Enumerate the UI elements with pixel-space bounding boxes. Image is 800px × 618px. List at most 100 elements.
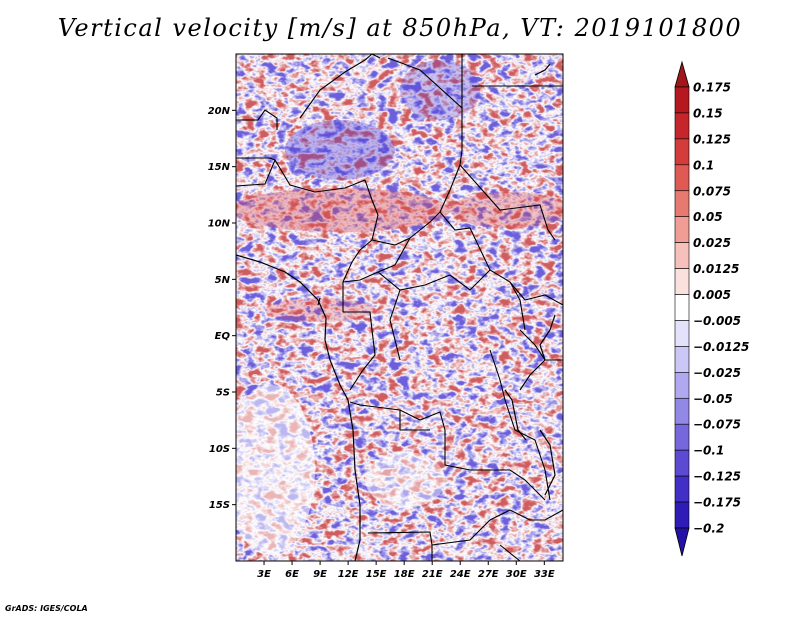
border-mali-burkina: [236, 157, 276, 161]
weak-area-south: [365, 452, 445, 508]
border-chad-sudan: [439, 164, 461, 213]
border-uganda-kenya: [519, 329, 563, 361]
border-libya-niger: [371, 54, 381, 59]
border-congo-gabon: [343, 311, 373, 331]
colorbar-label: 0.025: [693, 236, 731, 250]
coastline-lake-victoria: [519, 314, 556, 391]
colorbar-label: −0.1: [693, 444, 724, 458]
colorbar-band: [674, 501, 690, 529]
ascent-band-north: [236, 188, 450, 232]
map-panel: [236, 54, 563, 561]
colorbar-label: −0.025: [693, 366, 741, 380]
colorbar-band: [674, 216, 690, 243]
lon-tick-label: 33E: [534, 569, 555, 580]
ascent-band-north-east: [450, 192, 563, 228]
border-zimbabwe-mozambique: [509, 509, 563, 521]
lat-tick-label: 10S: [209, 444, 230, 455]
coastline-lake-malawi: [539, 429, 556, 496]
colorbar-label: −0.0125: [693, 340, 749, 354]
lat-tick-label: 10N: [208, 219, 231, 230]
colorbar-label: −0.175: [693, 496, 741, 510]
lat-tick-label: 20N: [208, 106, 231, 117]
colorbar-label: −0.125: [693, 470, 741, 484]
coastline-nile-delta: [534, 63, 551, 76]
border-niger-nigeria: [236, 158, 366, 193]
coastline-west-africa: [236, 254, 361, 561]
lat-axis: 20N 15N 10N 5N EQ 5S 10S 15S: [208, 106, 236, 511]
colorbar-label: −0.005: [693, 314, 741, 328]
colorbar-band: [674, 138, 690, 166]
grads-credit: GrADS: IGES/COLA: [5, 604, 88, 613]
colorbar-label: 0.15: [693, 106, 723, 120]
border-car-drc: [377, 269, 491, 291]
ascent-area-gulf: [265, 298, 375, 322]
border-zambia-tanzania: [470, 469, 546, 501]
plot-title: Vertical velocity [m/s] at 850hPa, VT: 2…: [57, 14, 743, 42]
border-botswana-zimbabwe: [499, 544, 521, 561]
border-uganda-drc: [509, 281, 526, 331]
lon-tick-label: 3E: [257, 569, 271, 580]
colorbar-band: [674, 449, 690, 477]
border-angola-zambia: [444, 430, 471, 471]
border-namibia-zambia: [431, 509, 511, 546]
border-drc-east-lakes: [489, 349, 551, 501]
colorbar-band: [674, 372, 690, 399]
border-south-sudan-kenya: [524, 294, 563, 306]
border-drc-interior: [389, 289, 401, 361]
colorbar-label: 0.05: [693, 210, 723, 224]
coastlines: [236, 63, 556, 561]
lat-tick-label: 5N: [215, 275, 231, 286]
border-niger-algeria: [299, 54, 373, 119]
colorbar-band: [674, 346, 690, 373]
border-angola-namibia: [367, 531, 433, 546]
colorbar-band: [674, 190, 690, 217]
lon-axis: 3E 6E 9E 12E 15E 18E 21E 24E 27E 30E 33E: [257, 561, 555, 580]
colorbar-band: [674, 164, 690, 192]
colorbar-label: −0.05: [693, 392, 733, 406]
descent-area-libya: [400, 60, 480, 120]
colorbar-band: [674, 397, 690, 425]
colorbar-band: [674, 86, 690, 114]
lat-tick-label: EQ: [215, 331, 231, 342]
border-car-south-sudan: [439, 211, 526, 301]
field-tendencies: [236, 60, 563, 555]
descent-area-sahel: [285, 120, 395, 180]
colorbar-label: 0.125: [693, 132, 731, 146]
border-angola-drc: [349, 401, 446, 431]
colorbar-arrow-top: [674, 60, 690, 88]
lon-tick-label: 6E: [285, 569, 299, 580]
lon-tick-label: 27E: [478, 569, 499, 580]
border-congo-drc: [349, 329, 376, 391]
colorbar-band: [674, 294, 690, 321]
coastline-lake-tanganyika: [504, 389, 527, 441]
colorbar-label: 0.075: [693, 184, 731, 198]
map-frame: [235, 53, 564, 562]
border-mali-algeria: [236, 109, 278, 130]
lon-tick-label: 18E: [394, 569, 415, 580]
lon-tick-label: 15E: [366, 569, 387, 580]
border-angola-drc-east: [399, 410, 430, 431]
colorbar: 0.175 0.15 0.125 0.1 0.075 0.05 0.025 0.0125 0.0…: [674, 60, 749, 557]
weak-area-atlantic: [236, 385, 315, 555]
colorbar-band: [674, 242, 690, 269]
lat-tick-label: 15S: [209, 500, 230, 511]
lon-tick-label: 24E: [450, 569, 471, 580]
colorbar-label: 0.0125: [693, 262, 739, 276]
coastline-bioko: [317, 297, 321, 306]
lon-tick-label: 9E: [313, 569, 327, 580]
colorbar-label: −0.2: [693, 521, 724, 535]
lat-tick-label: 15N: [208, 162, 231, 173]
colorbar-label: 0.1: [693, 158, 714, 172]
lon-tick-label: 12E: [338, 569, 359, 580]
lat-tick-label: 5S: [216, 388, 230, 399]
colorbar-label: 0.005: [693, 288, 731, 302]
colorbar-band: [674, 268, 690, 295]
colorbar-label: 0.175: [693, 81, 731, 95]
country-borders: [236, 54, 563, 561]
colorbar-band: [674, 475, 690, 503]
lon-tick-label: 21E: [422, 569, 443, 580]
colorbar-band: [674, 423, 690, 451]
border-sudan-south-sudan: [459, 164, 556, 241]
colorbar-band: [674, 112, 690, 140]
